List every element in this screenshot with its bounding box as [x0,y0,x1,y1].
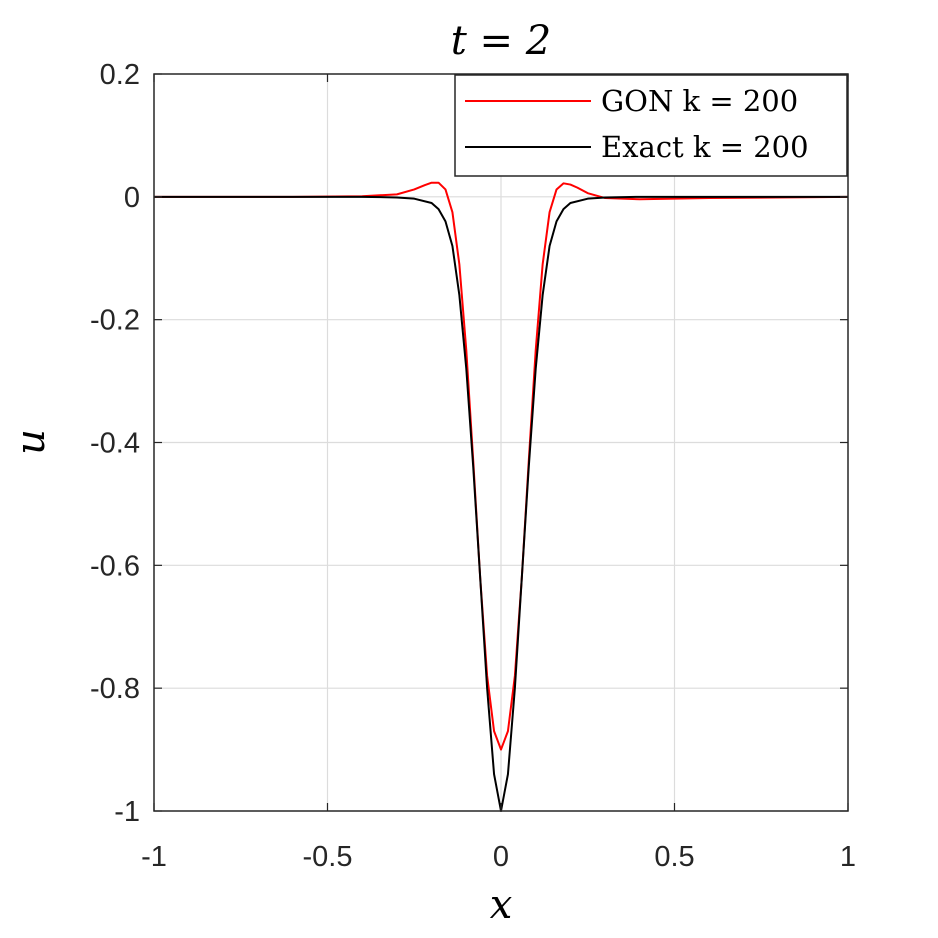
y-tick-label: -0.8 [90,673,140,705]
legend-label-exact: Exact k = 200 [601,130,809,164]
y-tick-label: -0.6 [90,550,140,582]
x-tick-label: 0.5 [654,841,694,873]
x-tick-label: 1 [840,841,856,873]
legend: GON k = 200 Exact k = 200 [454,74,848,177]
y-tick-label: -0.4 [90,428,140,460]
series-line-0 [154,181,849,751]
x-tick-label: 0 [493,841,509,873]
legend-box [454,74,848,177]
y-tick-label: -1 [114,796,140,828]
x-tick-labels: -1 -0.5 0 0.5 1 [141,841,856,873]
x-axis-label: x [490,882,513,928]
y-axis-label: u [8,429,54,455]
y-tick-label: -0.2 [90,305,140,337]
legend-label-gon: GON k = 200 [601,84,798,118]
chart-title: t = 2 [451,18,551,64]
y-tick-label: 0.2 [100,59,140,91]
x-tick-label: -0.5 [303,841,353,873]
x-tick-label: -1 [141,841,167,873]
y-tick-label: 0 [124,182,140,214]
y-tick-labels: -1 -0.8 -0.6 -0.4 -0.2 0 0.2 [90,59,140,828]
